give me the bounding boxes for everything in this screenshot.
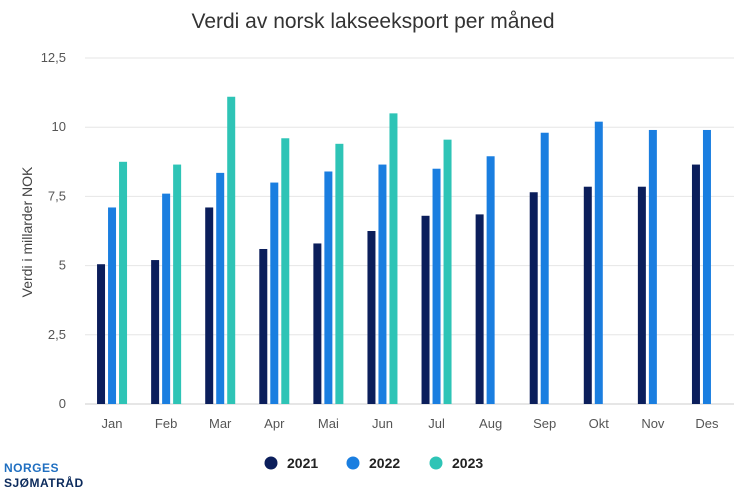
bar-2021-jun [367,231,376,404]
bar-2021-jul [421,215,430,404]
bar-2023-mai [335,143,344,405]
x-tick-label: Nov [641,416,665,431]
bar-2022-feb [162,193,171,404]
bar-2021-mar [205,207,214,404]
x-tick-label: Mai [318,416,339,431]
x-axis-ticks: Jan Feb Mar Apr Mai Jun Jul Aug Sep Okt Nov Des [102,416,719,431]
y-tick-label: 2,5 [48,327,66,342]
x-tick-label: Jun [372,416,393,431]
norges-sjomatrad-logo: NORGES SJØMATRÅD [4,461,84,491]
bar-2022-jul [432,168,441,404]
bar-2021-jan [97,264,106,404]
legend-label-2021: 2021 [287,455,318,471]
y-tick-label: 7,5 [48,188,66,203]
grid [85,57,734,405]
bar-2021-mai [313,243,322,404]
bar-2021-apr [259,248,268,404]
logo-line-2: SJØMATRÅD [4,476,84,490]
legend: 2021 2022 2023 [264,455,483,471]
x-tick-label: Mar [209,416,232,431]
y-tick-label: 10 [52,119,66,134]
bar-2023-jul [443,139,452,404]
bar-2022-apr [270,182,279,404]
bar-2021-okt [583,186,592,404]
bar-2021-feb [151,260,160,404]
y-axis-label: Verdi i millarder NOK [19,166,35,297]
x-tick-label: Des [695,416,719,431]
x-tick-label: Sep [533,416,556,431]
bar-2023-apr [281,138,290,404]
bar-2022-mai [324,171,333,404]
legend-marker-2022 [346,456,360,470]
y-tick-label: 12,5 [41,50,66,65]
x-tick-label: Feb [155,416,177,431]
bar-2022-jun [378,164,387,404]
legend-marker-2021 [264,456,278,470]
bar-2021-aug [475,214,484,404]
chart-title: Verdi av norsk lakseeksport per måned [191,10,554,33]
x-tick-label: Okt [589,416,610,431]
logo-line-1: NORGES [4,461,60,475]
legend-label-2023: 2023 [452,455,483,471]
x-tick-label: Aug [479,416,502,431]
x-tick-label: Jan [102,416,123,431]
bar-2023-feb [173,164,182,404]
bars [97,96,711,405]
bar-2022-sep [540,132,549,404]
legend-label-2022: 2022 [369,455,400,471]
bar-2022-jan [108,207,117,404]
bar-2023-mar [227,96,236,404]
bar-2023-jan [119,161,128,404]
bar-2021-nov [637,186,646,404]
y-tick-label: 0 [59,396,66,411]
x-tick-label: Jul [428,416,445,431]
y-tick-label: 5 [59,258,66,273]
bar-2022-aug [486,156,495,404]
y-axis-ticks: 0 2,5 5 7,5 10 12,5 [41,50,66,411]
bar-2023-jun [389,113,398,405]
bar-2021-sep [529,192,538,404]
bar-2021-des [691,164,700,404]
bar-2022-des [702,129,711,404]
bar-2022-okt [594,121,603,404]
legend-marker-2023 [429,456,443,470]
x-tick-label: Apr [264,416,285,431]
bar-2022-nov [648,129,657,404]
bar-2022-mar [216,172,225,404]
